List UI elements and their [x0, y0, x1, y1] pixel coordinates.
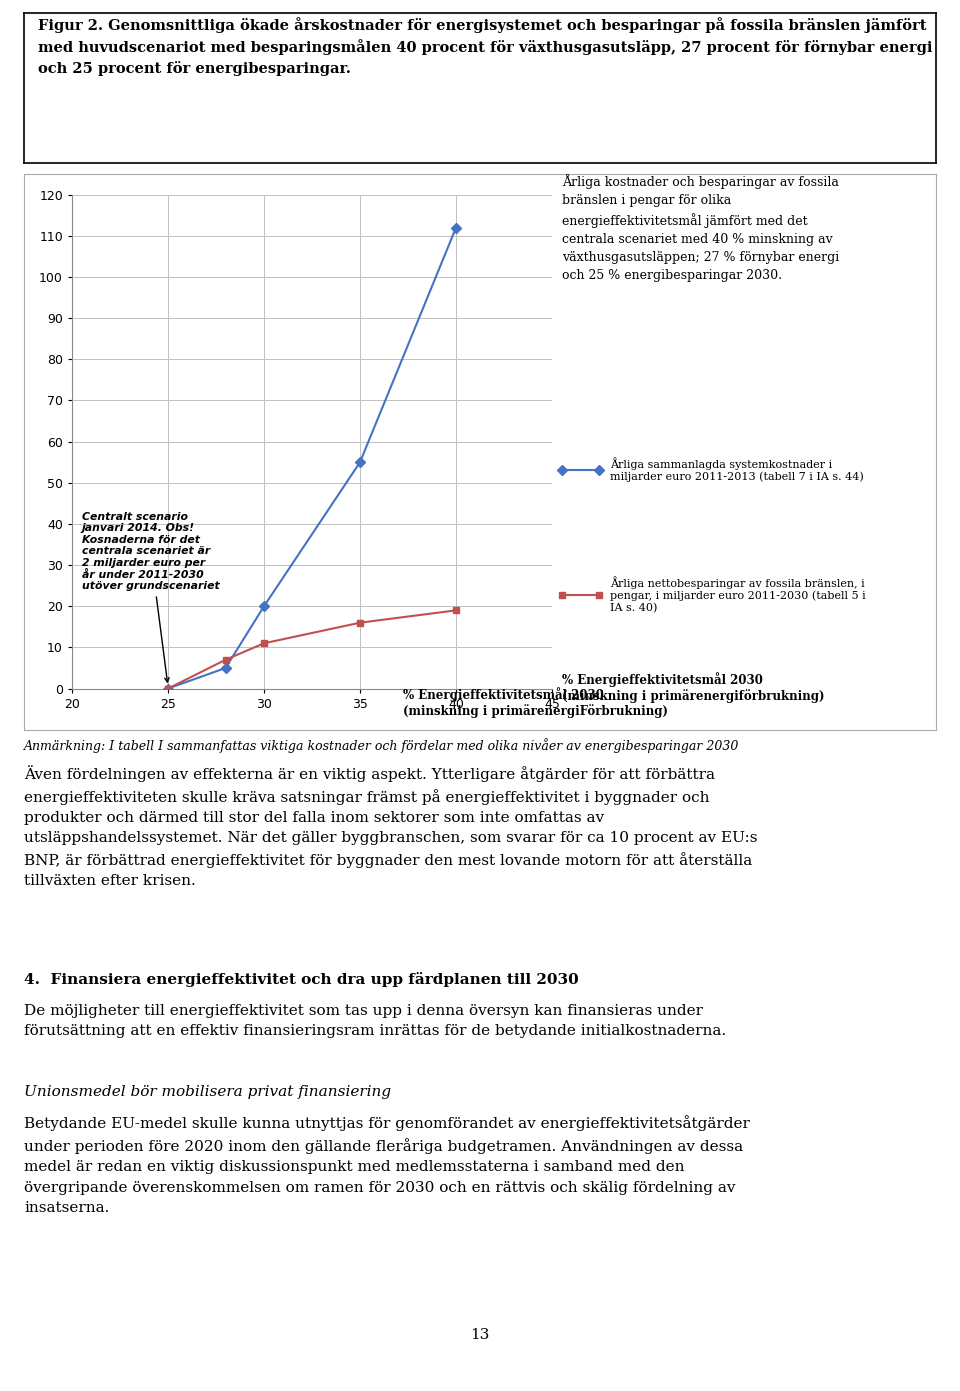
Text: Även fördelningen av effekterna är en viktig aspekt. Ytterligare åtgärder för at: Även fördelningen av effekterna är en vi…: [24, 765, 757, 887]
Text: 4.  Finansiera energieffektivitet och dra upp färdplanen till 2030: 4. Finansiera energieffektivitet och dra…: [24, 972, 579, 988]
Text: Årliga sammanlagda systemkostnader i
miljarder euro 2011-2013 (tabell 7 i IA s. : Årliga sammanlagda systemkostnader i mil…: [610, 458, 863, 483]
Text: Årliga kostnader och besparingar av fossila
bränslen i pengar för olika
energief: Årliga kostnader och besparingar av foss…: [562, 174, 839, 281]
Text: De möjligheter till energieffektivitet som tas upp i denna översyn kan finansier: De möjligheter till energieffektivitet s…: [24, 1004, 726, 1038]
Text: Årliga nettobesparingar av fossila bränslen, i
pengar, i miljarder euro 2011-203: Årliga nettobesparingar av fossila bräns…: [610, 576, 865, 613]
Text: % Energieffektivitetsmål 2030
(minskning i primärenergiFörbrukning): % Energieffektivitetsmål 2030 (minskning…: [403, 687, 668, 718]
Text: Anmärkning: I tabell I sammanfattas viktiga kostnader och fördelar med olika niv: Anmärkning: I tabell I sammanfattas vikt…: [24, 739, 739, 753]
Text: 13: 13: [470, 1328, 490, 1342]
Text: Unionsmedel bör mobilisera privat finansiering: Unionsmedel bör mobilisera privat finans…: [24, 1085, 391, 1099]
Text: Betydande EU-medel skulle kunna utnyttjas för genomförandet av energieffektivite: Betydande EU-medel skulle kunna utnyttja…: [24, 1116, 750, 1214]
Text: Centralt scenario
janvari 2014. Obs!
Kosnaderna för det
centrala scenariet är
2 : Centralt scenario janvari 2014. Obs! Kos…: [82, 512, 219, 682]
Text: % Energieffektivitetsmål 2030
(minskning i primärenergiförbrukning): % Energieffektivitetsmål 2030 (minskning…: [562, 672, 824, 702]
Text: Figur 2. Genomsnittliga ökade årskostnader för energisystemet och besparingar på: Figur 2. Genomsnittliga ökade årskostnad…: [37, 17, 932, 77]
